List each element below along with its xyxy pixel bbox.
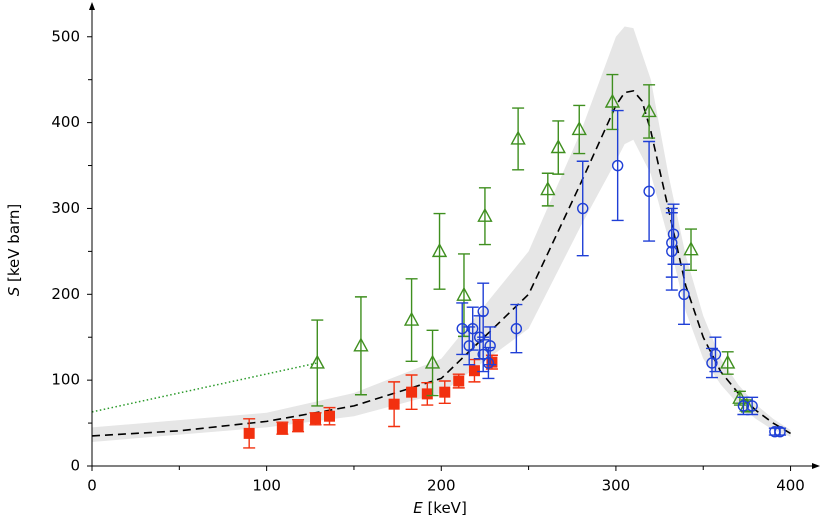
square-marker <box>421 388 433 400</box>
error-bar <box>685 228 698 271</box>
error-bar <box>456 302 469 356</box>
y-tick-label: 0 <box>70 457 80 475</box>
triangle-marker <box>540 181 556 196</box>
circle-marker <box>463 340 475 352</box>
y-tick-label: 400 <box>51 113 80 131</box>
circle-marker <box>709 348 722 361</box>
x-axis-label: E [keV] <box>413 499 467 517</box>
circle-marker <box>643 185 655 197</box>
square-marker <box>453 375 465 387</box>
triangle-marker <box>571 121 587 136</box>
triangle-marker <box>403 311 420 326</box>
error-bar <box>433 212 446 290</box>
x-tick-label: 200 <box>427 477 456 495</box>
x-label-unit: [keV] <box>427 499 466 517</box>
triangle-marker <box>641 102 657 118</box>
circle-marker <box>666 245 678 258</box>
triangle-marker <box>424 354 441 369</box>
triangle-marker <box>550 139 566 154</box>
circle-marker <box>737 400 750 412</box>
circle-marker <box>467 322 479 335</box>
circle-marker <box>577 202 589 215</box>
circle-marker <box>477 305 489 318</box>
error-bar <box>541 172 554 207</box>
y-tick-label: 100 <box>51 371 80 389</box>
triangle-marker <box>431 242 448 258</box>
error-bar <box>643 140 656 242</box>
error-bar <box>405 278 418 362</box>
error-bar <box>482 346 495 380</box>
uncertainty-band <box>92 26 791 442</box>
error-bar <box>678 263 691 326</box>
data-series <box>243 354 498 449</box>
square-marker <box>243 427 255 439</box>
error-bar <box>667 203 680 265</box>
error-bar <box>478 187 491 246</box>
triangle-marker <box>353 337 369 352</box>
error-bar <box>484 326 497 366</box>
error-bar <box>606 73 619 131</box>
error-bar <box>665 212 678 291</box>
y-label-unit: [keV barn] <box>5 204 23 282</box>
error-bar <box>746 396 759 416</box>
triangle-marker <box>720 354 736 369</box>
data-series <box>456 109 787 438</box>
x-tick-label: 100 <box>252 477 281 495</box>
circle-marker <box>746 400 758 412</box>
square-marker <box>388 398 400 410</box>
circle-marker <box>774 425 786 438</box>
y-tick-label: 500 <box>51 27 80 45</box>
square-marker <box>310 413 322 425</box>
square-marker <box>276 422 288 434</box>
x-tick-label: 0 <box>87 477 97 495</box>
triangle-marker <box>604 93 621 108</box>
error-bar <box>552 120 565 175</box>
square-marker <box>406 386 418 398</box>
y-tick-label: 300 <box>51 199 80 217</box>
y-axis-label: S [keV barn] <box>5 204 23 297</box>
circle-marker <box>678 288 690 301</box>
triangle-marker <box>510 130 526 145</box>
error-bar <box>466 306 479 351</box>
error-bar <box>354 296 367 396</box>
circle-marker <box>510 322 523 335</box>
triangle-marker <box>683 241 699 256</box>
error-bar <box>573 104 586 155</box>
circle-marker <box>484 340 496 352</box>
y-label-symbol: S <box>5 286 23 296</box>
error-bar <box>709 336 722 373</box>
error-bar <box>311 319 324 407</box>
error-bar <box>426 329 439 397</box>
circle-marker <box>667 228 680 240</box>
fit-curve <box>91 89 791 437</box>
y-axis-arrow <box>89 2 95 10</box>
error-bar <box>477 336 490 373</box>
extrapolation-line <box>91 362 318 413</box>
error-bar <box>457 253 470 338</box>
square-marker <box>439 386 451 398</box>
square-marker <box>486 356 498 368</box>
triangle-marker <box>456 286 472 301</box>
error-bar <box>510 303 523 354</box>
error-bar <box>576 160 589 257</box>
data-series <box>309 73 755 413</box>
circle-marker <box>611 159 624 172</box>
x-tick-label: 300 <box>602 477 631 495</box>
circle-marker <box>482 357 495 369</box>
x-tick-label: 400 <box>776 477 805 495</box>
x-label-symbol: E <box>413 499 423 517</box>
error-bar <box>611 109 624 222</box>
square-marker <box>292 420 304 432</box>
triangle-marker <box>477 207 493 222</box>
error-bar <box>643 84 656 139</box>
error-bar <box>512 107 525 171</box>
square-marker <box>324 410 336 422</box>
triangle-marker <box>309 354 325 369</box>
x-axis-arrow <box>812 463 820 469</box>
square-marker <box>468 365 480 377</box>
y-tick-label: 200 <box>51 285 80 303</box>
